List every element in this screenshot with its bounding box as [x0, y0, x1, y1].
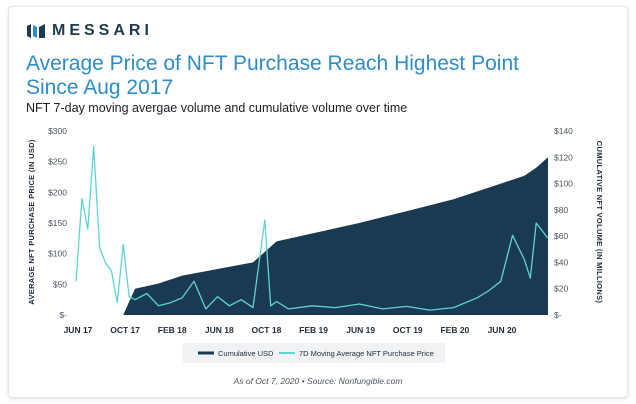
- x-tick-label: JUN 19: [346, 325, 375, 335]
- x-tick-label: FEB 18: [158, 325, 187, 335]
- messari-logo-icon: [27, 24, 45, 38]
- x-tick-label: OCT 17: [110, 325, 140, 335]
- left-axis-ticks: $- $50 $100 $150 $200 $250 $300: [48, 126, 67, 320]
- x-tick-label: JUN 18: [205, 325, 234, 335]
- cumulative-usd-area: [76, 157, 548, 315]
- right-tick-label: $60: [554, 231, 568, 241]
- left-tick-label: $150: [48, 218, 67, 228]
- right-tick-label: $-: [554, 310, 562, 320]
- chart-subtitle: NFT 7-day moving avergae volume and cumu…: [26, 101, 408, 115]
- x-tick-label: JUN 17: [64, 325, 93, 335]
- right-tick-label: $120: [554, 152, 573, 162]
- moving-average-line-layer: [75, 145, 549, 311]
- left-tick-label: $200: [48, 187, 67, 197]
- right-tick-label: $20: [554, 284, 568, 294]
- right-tick-label: $100: [554, 179, 573, 189]
- x-tick-label: OCT 19: [393, 325, 423, 335]
- x-axis-ticks: JUN 17 OCT 17 FEB 18 JUN 18 OCT 18 FEB 19 JUN …: [64, 325, 517, 335]
- x-tick-label: FEB 20: [440, 325, 469, 335]
- right-axis-label: CUMULATIVE NFT VOLUME (IN MILLIONS): [595, 141, 604, 304]
- right-tick-label: $140: [554, 126, 573, 136]
- legend-label-cumulative: Cumulative USD: [218, 349, 274, 358]
- right-axis-ticks: $- $20 $40 $60 $80 $100 $120 $140: [554, 126, 573, 320]
- right-tick-label: $40: [554, 257, 568, 267]
- left-tick-label: $-: [59, 310, 67, 320]
- left-axis-label: AVERAGE NFT PURCHASE PRICE (IN USD): [27, 139, 36, 305]
- x-tick-label: FEB 19: [299, 325, 328, 335]
- left-tick-label: $50: [53, 279, 67, 289]
- brand-logo: MESSARI: [26, 22, 153, 40]
- brand-name: MESSARI: [52, 22, 153, 39]
- moving-average-line: [75, 145, 549, 311]
- left-tick-label: $100: [48, 249, 67, 259]
- legend: Cumulative USD 7D Moving Average NFT Pur…: [183, 343, 445, 363]
- legend-label-moving-average: 7D Moving Average NFT Purchase Price: [299, 349, 434, 358]
- chart-title: Average Price of NFT Purchase Reach High…: [26, 52, 519, 99]
- source-footnote: As of Oct 7, 2020 • Source: Nonfungible.…: [233, 376, 403, 386]
- right-tick-label: $80: [554, 205, 568, 215]
- x-tick-label: JUN 20: [488, 325, 517, 335]
- legend-background: [183, 343, 445, 363]
- left-tick-label: $250: [48, 157, 67, 167]
- x-tick-label: OCT 18: [252, 325, 282, 335]
- cumulative-area-layer: [76, 157, 548, 315]
- left-tick-label: $300: [48, 126, 67, 136]
